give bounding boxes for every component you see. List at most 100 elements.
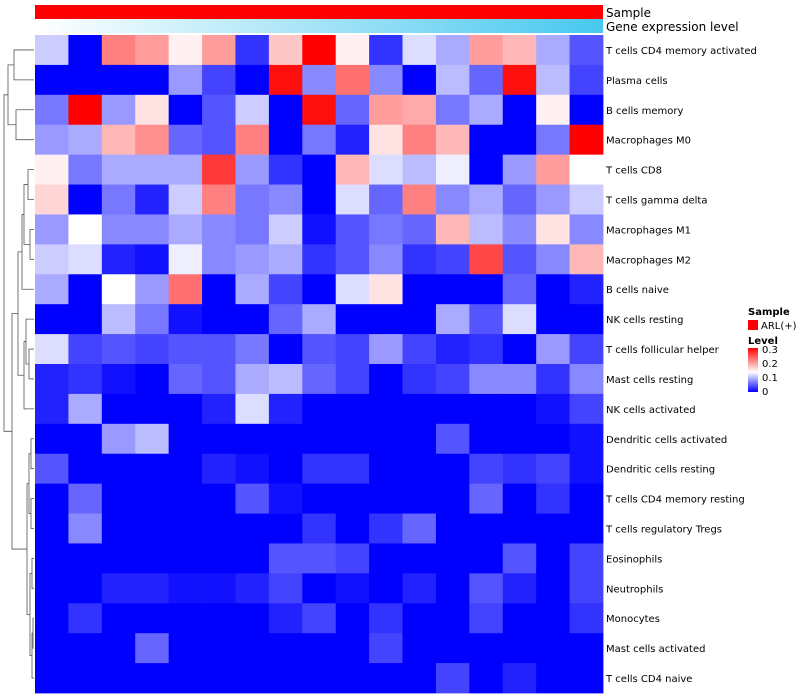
heatmap-cell — [402, 513, 437, 544]
heatmap-cell — [302, 543, 337, 574]
heatmap-cell — [35, 543, 69, 574]
heatmap-cell — [235, 244, 270, 275]
heatmap-cell — [202, 543, 236, 574]
legend: Sample ARL(+) Level 0.3 0.2 0.1 0 — [748, 307, 797, 398]
heatmap-cell — [402, 94, 437, 126]
heatmap-cell — [536, 364, 570, 395]
row-label: T cells CD4 naive — [605, 674, 692, 685]
heatmap-cell — [35, 513, 69, 544]
heatmap-cell — [469, 304, 504, 335]
heatmap-cell — [268, 453, 303, 485]
heatmap-cell — [502, 35, 537, 66]
heatmap-cell — [68, 423, 103, 455]
heatmap-cell — [435, 633, 470, 664]
row-label: Neutrophils — [606, 584, 663, 595]
dendrogram-branch — [17, 251, 24, 376]
heatmap-cell — [536, 633, 570, 664]
heatmap-cell — [369, 35, 403, 66]
heatmap-cell — [569, 35, 604, 66]
heatmap-cell — [235, 304, 270, 335]
heatmap-cell — [435, 393, 470, 425]
heatmap-cell — [502, 94, 537, 126]
heatmap-cell — [502, 663, 537, 694]
heatmap-cell — [302, 154, 337, 185]
heatmap-cell — [68, 453, 103, 485]
heatmap-cell — [569, 274, 604, 305]
heatmap-cell — [268, 184, 303, 215]
heatmap-cell — [402, 124, 437, 156]
heatmap-cell — [302, 513, 337, 544]
heatmap-cell — [302, 334, 337, 365]
heatmap-cell — [302, 573, 337, 604]
heatmap-cell — [435, 94, 470, 126]
legend-sample-label: ARL(+) — [761, 321, 797, 332]
heatmap-cell — [135, 543, 170, 574]
heatmap-cell — [68, 663, 103, 694]
heatmap-cell — [469, 663, 504, 694]
heatmap-cell — [202, 154, 236, 185]
heatmap-cell — [302, 94, 337, 126]
heatmap-cell — [435, 513, 470, 544]
heatmap-cell — [268, 633, 303, 664]
heatmap-cell — [268, 423, 303, 455]
heatmap-cell — [469, 573, 504, 604]
heatmap-cell — [168, 154, 203, 185]
heatmap-cell — [469, 453, 504, 485]
dendrogram-branch — [26, 483, 30, 615]
heatmap-cell — [402, 543, 437, 574]
heatmap-cell — [68, 543, 103, 574]
heatmap-cell — [35, 334, 69, 365]
heatmap-cell — [302, 124, 337, 156]
dendrogram-branch — [27, 169, 34, 200]
heatmap-cell — [469, 274, 504, 305]
heatmap-cell — [369, 573, 403, 604]
heatmap-cell — [435, 453, 470, 485]
heatmap-cell — [435, 214, 470, 245]
heatmap-cell — [268, 573, 303, 604]
heatmap-cell — [268, 543, 303, 574]
heatmap-cell — [402, 244, 437, 275]
heatmap-cell — [35, 64, 69, 96]
heatmap-cell — [235, 334, 270, 365]
heatmap-cell — [469, 603, 504, 634]
heatmap-cell — [135, 214, 170, 245]
heatmap-cell — [502, 364, 537, 395]
heatmap-cell — [569, 483, 604, 514]
heatmap-cell — [235, 364, 270, 395]
row-label: T cells CD8 — [605, 166, 662, 177]
heatmap-cell — [469, 513, 504, 544]
legend-level-title: Level — [748, 336, 778, 347]
heatmap-cell — [235, 214, 270, 245]
heatmap-cell — [502, 64, 537, 96]
heatmap-cell — [268, 513, 303, 544]
dendrogram-branch — [28, 348, 34, 380]
heatmap-cell — [335, 304, 370, 335]
heatmap-cell — [369, 364, 403, 395]
heatmap-cell — [402, 633, 437, 664]
heatmap-cell — [135, 483, 170, 514]
heatmap-cell — [335, 423, 370, 455]
heatmap-cell — [302, 633, 337, 664]
heatmap-cell — [469, 633, 504, 664]
dendrogram-branch — [29, 229, 34, 260]
heatmap-cell — [502, 483, 537, 514]
heatmap-cell — [68, 274, 103, 305]
heatmap-cell — [502, 603, 537, 634]
heatmap-cell — [202, 423, 236, 455]
heatmap-cell — [168, 274, 203, 305]
heatmap-cell — [435, 274, 470, 305]
heatmap-cell — [469, 423, 504, 455]
heatmap-cell — [35, 423, 69, 455]
heatmap-cell — [35, 35, 69, 66]
heatmap-cell — [569, 453, 604, 485]
heatmap-cell — [435, 603, 470, 634]
heatmap-cell — [235, 603, 270, 634]
heatmap-cell — [235, 35, 270, 66]
heatmap-cell — [68, 154, 103, 185]
row-label: Dendritic cells resting — [606, 465, 715, 476]
heatmap-cell — [101, 483, 136, 514]
heatmap-cell — [536, 453, 570, 485]
heatmap-cell — [469, 364, 504, 395]
heatmap-cell — [569, 663, 604, 694]
heatmap-cell — [235, 154, 270, 185]
